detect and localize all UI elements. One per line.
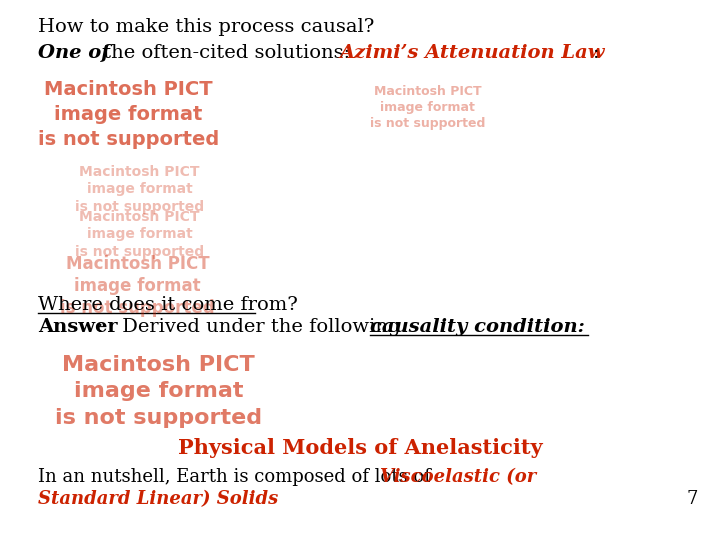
Text: Macintosh PICT
image format
is not supported: Macintosh PICT image format is not suppo… [55, 355, 262, 428]
Text: the often-cited solutions:: the often-cited solutions: [97, 44, 369, 62]
Text: :   Derived under the following: : Derived under the following [97, 318, 407, 336]
Text: Macintosh PICT
image format
is not supported: Macintosh PICT image format is not suppo… [75, 165, 204, 214]
Text: Physical Models of Anelasticity: Physical Models of Anelasticity [178, 438, 542, 458]
Text: 7: 7 [687, 490, 698, 508]
Text: Macintosh PICT
image format
is not supported: Macintosh PICT image format is not suppo… [60, 255, 215, 318]
Text: Viscoelastic (or: Viscoelastic (or [380, 468, 536, 486]
Text: Standard Linear) Solids: Standard Linear) Solids [38, 490, 278, 508]
Text: Answer: Answer [38, 318, 117, 336]
Text: Where does it come from?: Where does it come from? [38, 296, 298, 314]
Text: causality condition:: causality condition: [370, 318, 585, 336]
Text: Macintosh PICT
image format
is not supported: Macintosh PICT image format is not suppo… [75, 210, 204, 259]
Text: How to make this process causal?: How to make this process causal? [38, 18, 374, 36]
Text: Azimi’s Attenuation Law: Azimi’s Attenuation Law [340, 44, 606, 62]
Text: :: : [593, 44, 600, 62]
Text: One of: One of [38, 44, 109, 62]
Text: Macintosh PICT
image format
is not supported: Macintosh PICT image format is not suppo… [38, 80, 220, 149]
Text: In an nutshell, Earth is composed of lots of: In an nutshell, Earth is composed of lot… [38, 468, 436, 486]
Text: Macintosh PICT
image format
is not supported: Macintosh PICT image format is not suppo… [370, 85, 485, 130]
